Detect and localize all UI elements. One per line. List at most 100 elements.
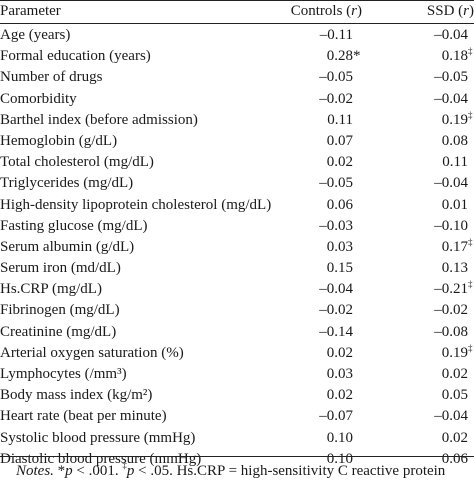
notes-p2-text: < .05. Hs.CRP = high-sensitivity C react… [134,463,446,479]
header-parameter: Parameter [0,3,61,19]
cell-controls-value: –0.02 [319,90,353,107]
table-header-rule [0,23,474,24]
cell-parameter: Fasting glucose (mg/dL) [0,217,148,234]
cell-ssd: 0.17‡ [442,237,474,259]
table-row: High-density lipoprotein cholesterol (mg… [0,195,474,216]
cell-controls: 0.28* [327,46,362,67]
cell-controls: 0.03 [327,364,362,385]
cell-controls: –0.11 [320,25,362,46]
cell-controls: 0.15 [327,258,362,279]
table-header-row: Parameter Controls (r) SSD (r) [0,1,474,22]
cell-controls-value: 0.28 [326,48,353,65]
table-row: Triglycerides (mg/dL) –0.05 –0.04 [0,173,474,194]
cell-controls-value: 0.11 [327,111,353,128]
cell-parameter: Formal education (years) [0,48,151,65]
table-row: Fasting glucose (mg/dL) –0.03 –0.10 [0,216,474,237]
cell-ssd: 0.13 [442,258,474,279]
cell-parameter: Serum iron (md/dL) [0,260,121,277]
cell-controls: 0.02 [327,152,362,173]
notes-p1-text: < .001. [72,463,123,479]
cell-ssd: 0.05 [442,385,474,406]
table-row: Heart rate (beat per minute) –0.07 –0.04 [0,406,474,427]
table-row: Creatinine (mg/dL) –0.14 –0.08 [0,322,474,343]
cell-controls: –0.07 [319,406,362,427]
cell-controls: 0.03 [327,237,362,258]
cell-ssd: –0.21‡ [434,279,474,301]
cell-ssd: –0.02 [434,300,474,321]
cell-controls: 0.10 [327,449,362,470]
cell-ssd: –0.04 [434,25,474,46]
cell-controls-value: –0.11 [319,27,353,43]
cell-ssd-mark: ‡ [468,109,473,120]
cell-ssd-mark: ‡ [468,342,473,353]
cell-controls: 0.06 [327,195,362,216]
cell-parameter: Systolic blood pressure (mmHg) [0,429,196,446]
header-controls-label: Controls (r) [290,3,362,19]
notes-p1-var: p [65,463,73,479]
cell-ssd-value: 0.02 [441,429,468,446]
cell-controls-value: –0.02 [319,302,353,319]
cell-ssd-value: –0.05 [434,69,468,86]
cell-controls-value: 0.10 [326,450,353,467]
cell-controls-value: 0.03 [326,366,353,382]
notes-label: Notes. [16,463,54,479]
cell-ssd-value: –0.04 [434,90,468,107]
cell-parameter: Total cholesterol (mg/dL) [0,154,154,171]
cell-ssd: 0.19‡ [442,110,474,132]
cell-parameter: Creatinine (mg/dL) [0,323,117,340]
header-controls: Controls (r) [291,1,362,22]
table-notes: Notes. *p < .001. ‡p < .05. Hs.CRP = hig… [16,461,474,481]
cell-ssd-value: 0.08 [441,132,468,149]
cell-controls-value: 0.02 [326,344,353,361]
cell-controls: –0.05 [319,173,362,194]
cell-ssd: 0.06 [442,449,474,470]
header-ssd: SSD (r) [427,1,474,22]
cell-controls-value: –0.03 [319,217,353,234]
table-row: Arterial oxygen saturation (%) 0.02 0.19‡ [0,343,474,364]
cell-controls-value: –0.04 [319,281,353,298]
cell-controls-value: 0.02 [326,154,353,171]
cell-ssd: 0.02 [442,428,474,449]
cell-controls: 0.02 [327,343,362,364]
cell-parameter: Hemoglobin (g/dL) [0,132,118,149]
cell-ssd: 0.19‡ [442,343,474,365]
table-body: Age (years) –0.11 –0.04 Formal education (y… [0,25,474,470]
cell-ssd-value: –0.04 [434,175,468,192]
cell-ssd-value: –0.04 [434,408,468,425]
table-row: Serum albumin (g/dL) 0.03 0.17‡ [0,237,474,258]
cell-ssd-value: 0.11 [442,154,468,171]
cell-ssd-value: 0.01 [441,196,468,213]
table-row: Body mass index (kg/m²) 0.02 0.05 [0,385,474,406]
cell-controls-value: 0.02 [326,387,353,404]
table-row: Barthel index (before admission) 0.11 0.19… [0,110,474,131]
cell-controls: –0.03 [319,216,362,237]
cell-ssd-value: 0.17 [441,238,468,255]
cell-parameter: High-density lipoprotein cholesterol (mg… [0,196,272,213]
table-row: Total cholesterol (mg/dL) 0.02 0.11 [0,152,474,173]
cell-ssd-value: 0.18 [441,48,468,65]
cell-parameter: Body mass index (kg/m²) [0,387,153,404]
cell-parameter: Heart rate (beat per minute) [0,408,167,425]
cell-controls: –0.14 [319,322,362,343]
notes-p2-var: p [126,463,135,479]
cell-controls-value: 0.03 [326,238,353,255]
cell-ssd: –0.04 [434,173,474,194]
table-row: Lymphocytes (/mm³) 0.03 0.02 [0,364,474,385]
table-row: Hs.CRP (mg/dL) –0.04 –0.21‡ [0,279,474,300]
cell-controls: 0.02 [327,385,362,406]
notes-p1-symbol: * [57,463,66,479]
cell-ssd-value: 0.05 [441,387,468,404]
table-row: Number of drugs –0.05 –0.05 [0,67,474,88]
cell-ssd: –0.05 [434,67,474,88]
cell-controls-value: 0.10 [326,429,353,446]
cell-ssd: 0.18‡ [442,46,474,68]
cell-parameter: Age (years) [0,27,71,43]
cell-controls-value: 0.15 [326,260,353,277]
cell-parameter: Fibrinogen (mg/dL) [0,302,120,319]
cell-parameter: Comorbidity [0,90,77,107]
cell-ssd-value: 0.19 [441,111,468,128]
cell-ssd-value: 0.06 [441,450,468,467]
cell-ssd-mark: ‡ [468,279,473,290]
notes-p2-symbol: ‡ [122,460,127,470]
cell-ssd: –0.10 [434,216,474,237]
